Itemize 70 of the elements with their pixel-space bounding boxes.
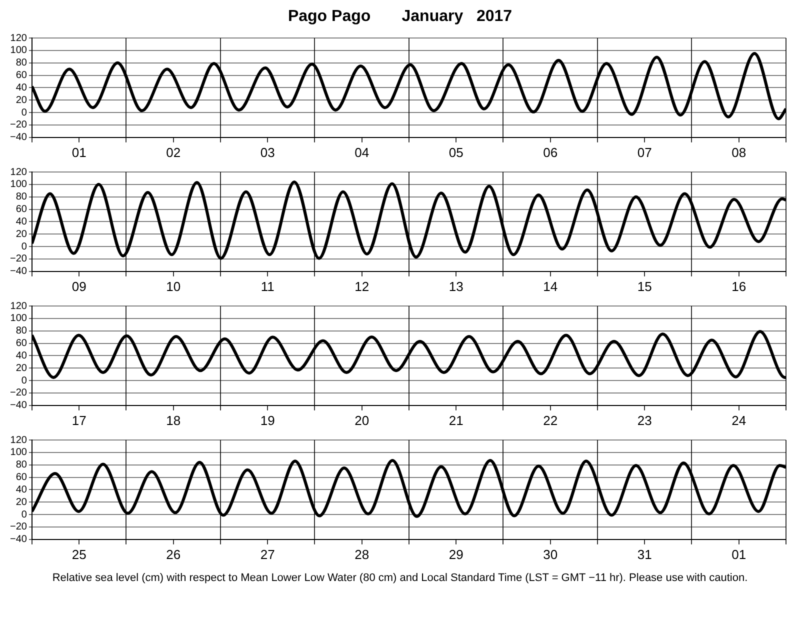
x-tick-label: 01 xyxy=(72,144,86,160)
y-tick-label: −20 xyxy=(10,388,28,399)
x-tick-label: 28 xyxy=(354,546,370,562)
y-tick-label: 80 xyxy=(16,192,28,203)
y-tick-label: 20 xyxy=(16,94,28,106)
y-tick-label: 60 xyxy=(16,70,28,82)
x-tick-label: 15 xyxy=(637,278,652,294)
x-tick-label: 09 xyxy=(72,278,86,294)
x-tick-label: 17 xyxy=(72,412,86,428)
y-tick-label: 20 xyxy=(16,228,28,240)
x-tick-label: 08 xyxy=(732,144,746,160)
y-tick-label: 60 xyxy=(16,204,28,216)
y-tick-label: 40 xyxy=(16,216,28,228)
y-tick-label: 40 xyxy=(16,82,28,94)
y-tick-label: 0 xyxy=(21,509,28,520)
y-tick-label: −40 xyxy=(10,534,28,546)
x-tick-label: 25 xyxy=(72,546,86,562)
x-tick-label: 04 xyxy=(354,144,370,160)
x-tick-label: 26 xyxy=(166,546,181,562)
x-tick-label: 23 xyxy=(637,412,652,428)
y-tick-label: 100 xyxy=(10,313,28,324)
y-tick-label: 40 xyxy=(16,350,28,362)
x-tick-label: 05 xyxy=(448,144,464,160)
y-tick-label: −40 xyxy=(10,400,28,412)
y-tick-label: 0 xyxy=(21,241,28,252)
x-tick-label: 19 xyxy=(260,412,275,428)
x-tick-label: 03 xyxy=(260,144,275,160)
y-tick-label: 100 xyxy=(10,179,28,190)
y-tick-label: 80 xyxy=(16,58,28,69)
y-tick-label: −40 xyxy=(10,266,28,278)
text: Relative sea level (cm) with respect to Mean Lower Low Water (80 cm) and Local Standard Time (LST = GMT −11 hr). Please use with caution. xyxy=(51,572,749,584)
y-tick-label: 60 xyxy=(16,472,28,484)
y-tick-label: 120 xyxy=(10,166,28,178)
x-tick-label: 30 xyxy=(543,546,558,562)
x-tick-label: 06 xyxy=(543,144,558,160)
y-tick-label: 120 xyxy=(10,434,28,446)
y-tick-label: 100 xyxy=(10,447,28,458)
x-tick-label: 21 xyxy=(448,412,464,428)
chart-title: Pago Pago January 2017 xyxy=(286,8,514,26)
x-tick-label: 27 xyxy=(260,546,275,562)
x-tick-label: 01 xyxy=(732,546,746,562)
y-tick-label: 120 xyxy=(10,300,28,312)
y-tick-label: −20 xyxy=(10,120,28,131)
y-tick-label: −20 xyxy=(10,522,28,533)
y-tick-label: 80 xyxy=(16,326,28,337)
y-tick-label: 40 xyxy=(16,484,28,496)
x-tick-label: 22 xyxy=(543,412,558,428)
x-tick-label: 31 xyxy=(637,546,652,562)
y-tick-label: 80 xyxy=(16,460,28,471)
y-tick-label: 120 xyxy=(10,32,28,44)
y-tick-label: 60 xyxy=(16,338,28,350)
x-tick-label: 13 xyxy=(448,278,464,294)
x-tick-label: 29 xyxy=(448,546,464,562)
x-tick-label: 20 xyxy=(354,412,370,428)
x-tick-label: 12 xyxy=(354,278,370,294)
x-tick-label: 18 xyxy=(166,412,181,428)
x-tick-label: 16 xyxy=(732,278,746,294)
x-tick-label: 14 xyxy=(543,278,558,294)
x-tick-label: 11 xyxy=(260,278,274,294)
x-tick-label: 24 xyxy=(732,412,746,428)
x-tick-label: 10 xyxy=(166,278,181,294)
x-tick-label: 07 xyxy=(637,144,652,160)
y-tick-label: 20 xyxy=(16,362,28,374)
x-tick-label: 02 xyxy=(166,144,181,160)
y-tick-label: 0 xyxy=(21,375,28,386)
y-tick-label: 100 xyxy=(10,45,28,56)
y-tick-label: −20 xyxy=(10,254,28,265)
y-tick-label: 20 xyxy=(16,496,28,508)
y-tick-label: 0 xyxy=(21,107,28,118)
y-tick-label: −40 xyxy=(10,132,28,144)
